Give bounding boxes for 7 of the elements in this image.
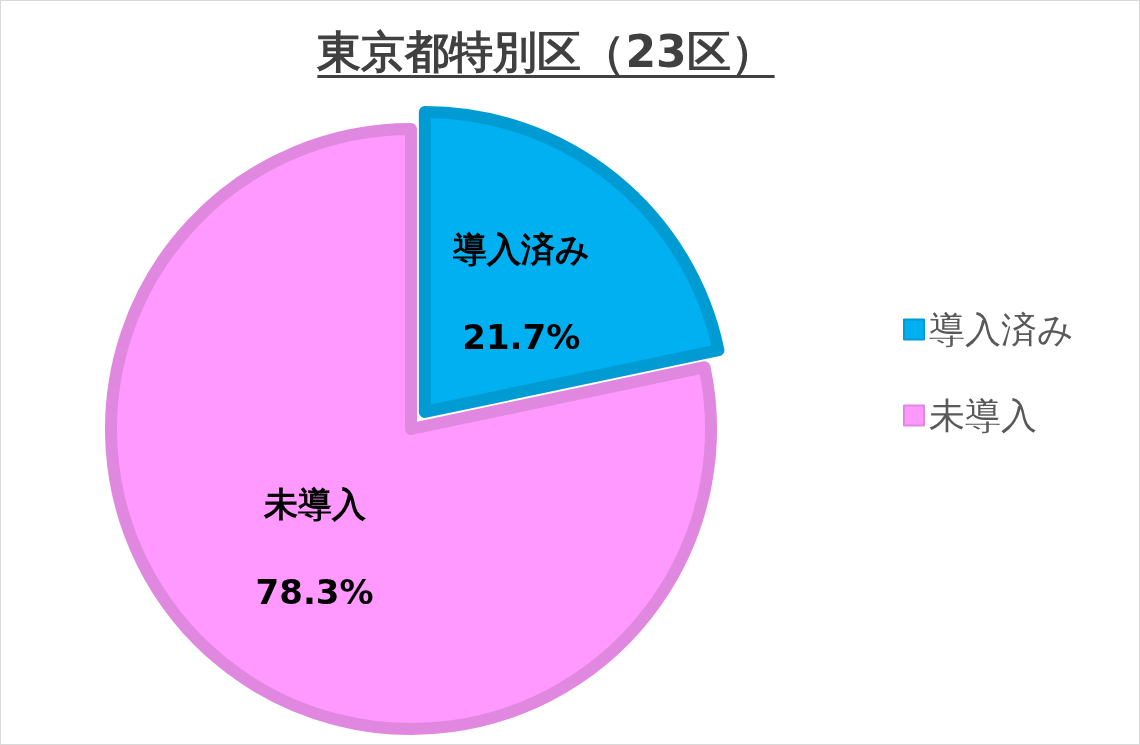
- chart-title: 東京都特別区（23区）: [316, 25, 776, 79]
- slice-label: 未導入: [262, 483, 367, 524]
- legend-label: 導入済み: [929, 309, 1074, 350]
- legend-label: 未導入: [929, 395, 1037, 436]
- data-label: 21.7%: [462, 317, 581, 358]
- slice-label: 導入済み: [451, 229, 590, 270]
- data-label: 78.3%: [255, 571, 374, 612]
